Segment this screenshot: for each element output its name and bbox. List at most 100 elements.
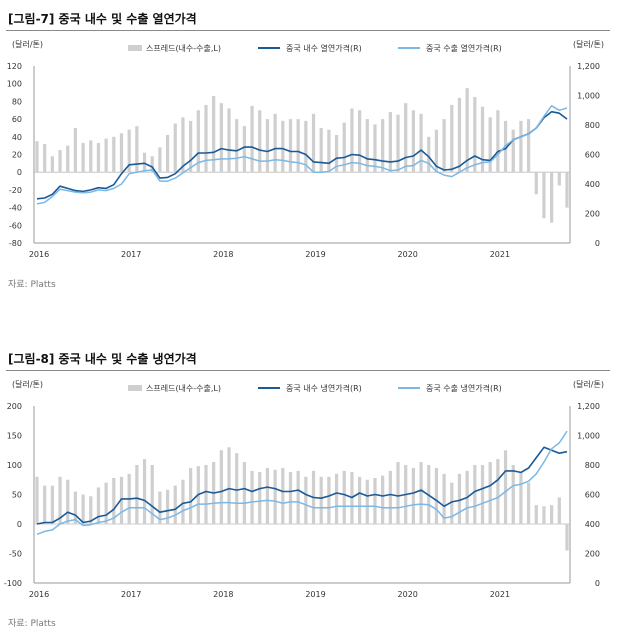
spread-bar (81, 494, 85, 524)
left-tick-label: 100 (7, 461, 22, 470)
spread-bar (73, 127, 78, 173)
spread-bar (165, 135, 170, 173)
spread-bar (135, 126, 139, 173)
left-tick-label: -50 (9, 550, 22, 559)
spread-bar (388, 112, 392, 173)
spread-bar (473, 465, 477, 524)
chart-8-svg: (달러/톤) (달러/톤) 200 150 100 50 0 -50 -100 1,200 1,00… (4, 380, 604, 599)
spread-bar (288, 472, 293, 524)
spread-bar (43, 143, 47, 173)
spread-bar (304, 476, 308, 524)
legend-bar-swatch (128, 45, 142, 51)
chart-panel-7: [그림-7] 중국 내수 및 수출 열연가격 (달러/톤) (달러/톤) 120 10… (0, 0, 617, 315)
right-tick-label: 400 (585, 180, 600, 189)
left-tick-label: -20 (9, 186, 22, 195)
spread-bar (96, 487, 101, 524)
left-tick-label: -40 (9, 204, 22, 213)
legend-label: 스프레드(내수-수출,L) (146, 43, 221, 53)
spread-bar (258, 472, 262, 524)
spread-bar (189, 467, 193, 524)
spread-bar (557, 172, 561, 186)
spread-bar (404, 103, 408, 173)
spread-bar (165, 489, 170, 524)
spread-bar (411, 467, 415, 524)
right-tick-label: 600 (585, 491, 600, 500)
spread-bar (457, 97, 462, 173)
spread-bar (73, 491, 78, 524)
right-tick-label: 1,000 (577, 432, 600, 441)
chart-panel-8: [그림-8] 중국 내수 및 수출 냉연가격 (달러/톤) (달러/톤) 200 15… (0, 340, 617, 630)
spread-bar (334, 473, 339, 524)
spread-bar (381, 119, 385, 173)
right-tick-label: 1,200 (577, 62, 600, 71)
spread-bar (181, 117, 185, 173)
left-tick-label: 200 (7, 402, 22, 411)
spread-bar (66, 145, 70, 173)
spread-bar (473, 96, 477, 173)
spread-bar (550, 505, 554, 524)
domestic-price-line (36, 446, 568, 525)
spread-bar (327, 129, 331, 173)
spread-bar (450, 104, 454, 173)
spread-bar (442, 119, 446, 173)
spread-bar (526, 482, 531, 524)
spread-bar (496, 110, 500, 173)
spread-bar (173, 485, 177, 524)
spread-bar (396, 462, 400, 524)
spread-bar (519, 120, 523, 173)
source-note: 자료: Platts (8, 280, 56, 290)
x-tick-label: 2018 (213, 590, 233, 599)
x-tick-label: 2016 (29, 590, 49, 599)
spread-bar (550, 172, 554, 223)
chart-7-svg: (달러/톤) (달러/톤)120100806040200-20-40-60-801… (7, 40, 604, 259)
right-axis-unit: (달러/톤) (573, 380, 604, 389)
spread-bar (511, 465, 515, 524)
spread-bar (265, 467, 270, 524)
left-tick-label: -80 (9, 239, 22, 248)
spread-bar (557, 497, 561, 524)
spread-bar (58, 476, 62, 524)
spread-bar (542, 506, 546, 524)
spread-bar (434, 467, 439, 524)
left-tick-label: 0 (17, 168, 22, 177)
title-rule (6, 370, 610, 371)
spread-bar (50, 156, 54, 173)
spread-bar (235, 453, 239, 524)
right-tick-label: 800 (585, 121, 600, 130)
spread-bar (212, 96, 216, 173)
spread-bar (35, 141, 39, 173)
spread-bar (119, 476, 124, 524)
left-tick-label: -60 (9, 221, 22, 230)
x-tick-label: 2016 (29, 250, 49, 259)
legend-label: 중국 내수 열연가격(R) (286, 43, 362, 53)
spread-bar (58, 150, 62, 173)
spread-bar (265, 119, 270, 173)
spread-bar (304, 120, 308, 173)
right-tick-label: 200 (585, 210, 600, 219)
spread-bar (388, 470, 392, 524)
spread-bar (296, 119, 300, 173)
spread-bar (112, 477, 116, 524)
left-tick-label: 40 (12, 133, 22, 142)
spread-bar (365, 119, 369, 173)
spread-bar (181, 479, 185, 524)
spread-bar (503, 450, 508, 524)
export-price-line (36, 430, 568, 536)
legend-label: 스프레드(내수-수출,L) (146, 383, 221, 393)
spread-bar (112, 136, 116, 173)
spread-bar (488, 117, 492, 173)
x-tick-label: 2021 (490, 590, 510, 599)
spread-bar (104, 482, 108, 524)
spread-bar (511, 129, 515, 173)
spread-bar (488, 462, 492, 524)
source-note: 자료: Platts (8, 619, 56, 629)
right-tick-label: 1,200 (577, 402, 600, 411)
x-tick-label: 2017 (121, 250, 141, 259)
right-tick-label: 200 (585, 550, 600, 559)
spread-bar (189, 120, 193, 173)
x-tick-label: 2019 (305, 250, 325, 259)
spread-bar (396, 114, 400, 173)
spread-bar (350, 108, 354, 173)
spread-bar (427, 136, 431, 173)
spread-bar (127, 129, 131, 173)
